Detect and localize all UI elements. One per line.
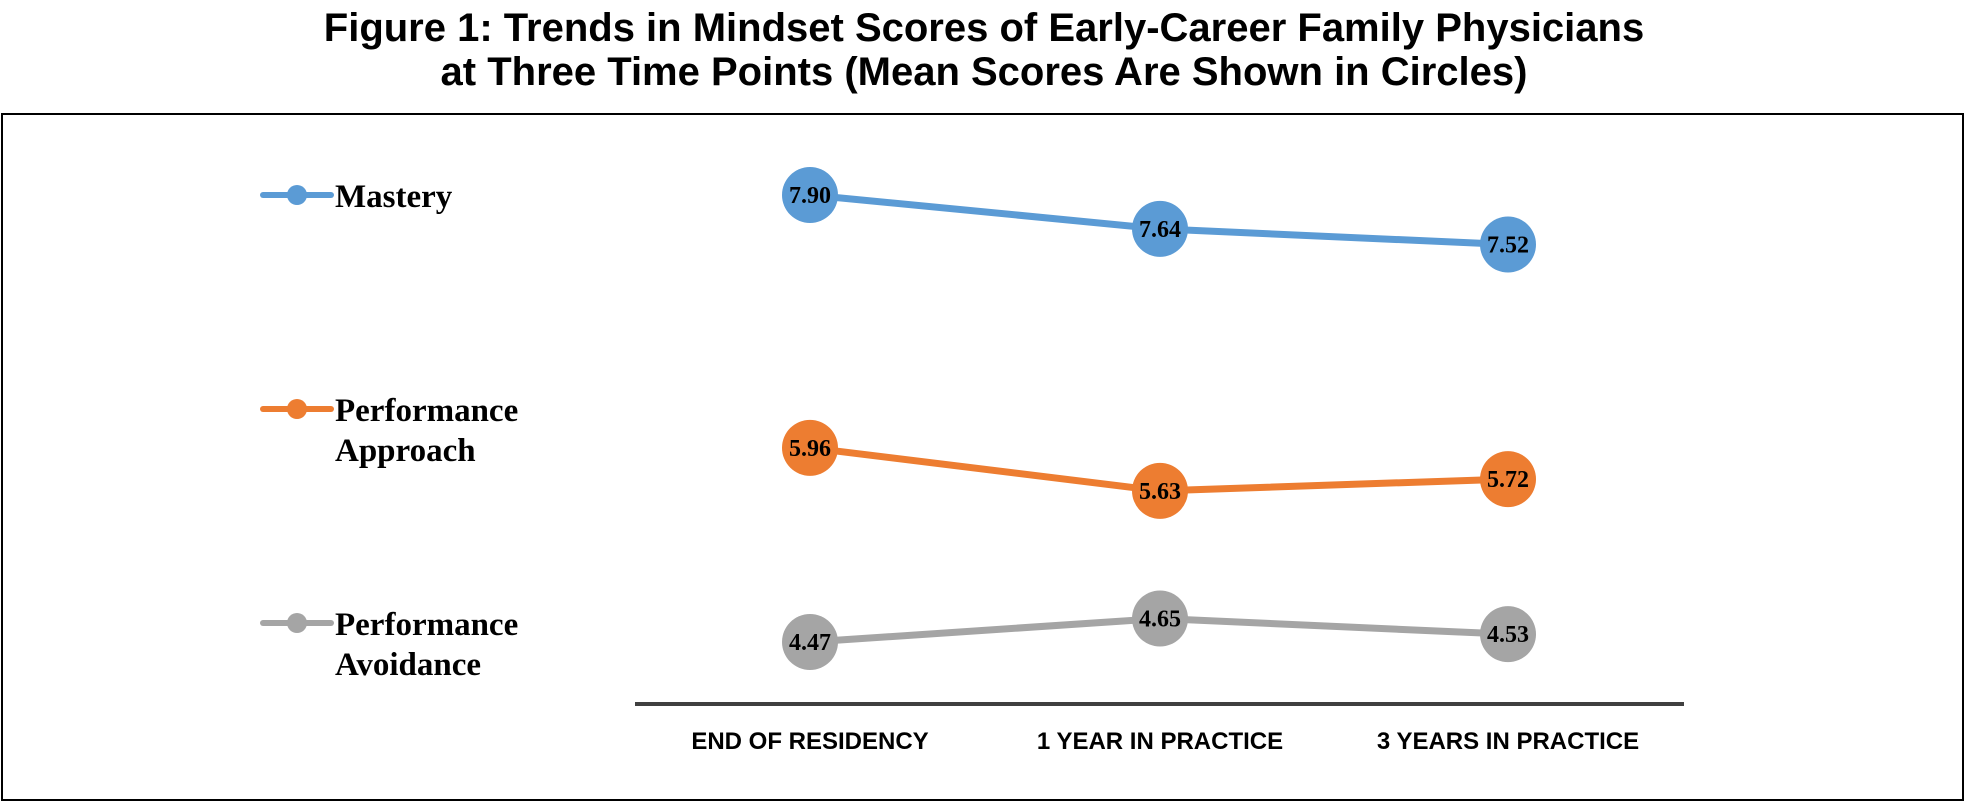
data-label-performance-approach-1: 5.96 [789, 436, 831, 462]
legend-marker-performance-avoidance [287, 613, 307, 633]
data-point-performance-avoidance-2 [1132, 590, 1188, 647]
chart-title: Figure 1: Trends in Mindset Scores of Ea… [0, 6, 1968, 94]
x-tick-label-3-years-in-practice: 3 YEARS IN PRACTICE [1377, 728, 1639, 755]
data-label-mastery-3: 7.52 [1487, 233, 1529, 259]
data-label-mastery-1: 7.90 [789, 183, 831, 209]
data-point-mastery-2 [1132, 200, 1188, 257]
x-tick-label-end-of-residency: END OF RESIDENCY [691, 728, 928, 755]
data-point-performance-approach-2 [1132, 462, 1188, 519]
data-point-performance-approach-1 [782, 419, 838, 476]
legend-label-performance-avoidance: Performance Avoidance [335, 607, 518, 683]
legend-label-mastery: Mastery [335, 179, 453, 215]
data-point-performance-avoidance-1 [782, 614, 838, 670]
legend-label-performance-approach: Performance Approach [335, 393, 518, 469]
data-point-performance-avoidance-3 [1480, 606, 1536, 663]
data-label-performance-avoidance-2: 4.65 [1139, 607, 1181, 633]
data-label-performance-approach-2: 5.63 [1139, 479, 1181, 505]
data-point-mastery-3 [1480, 216, 1536, 273]
data-point-performance-approach-3 [1480, 451, 1536, 508]
data-label-performance-avoidance-1: 4.47 [789, 630, 831, 656]
data-label-mastery-2: 7.64 [1139, 217, 1181, 243]
legend-marker-performance-approach [287, 399, 307, 419]
chart-title-line-1: Figure 1: Trends in Mindset Scores of Ea… [323, 6, 1645, 50]
data-label-performance-approach-3: 5.72 [1487, 467, 1529, 493]
legend-marker-mastery [287, 185, 307, 205]
data-label-performance-avoidance-3: 4.53 [1487, 622, 1529, 648]
chart-title-line-2: at Three Time Points (Mean Scores Are Sh… [440, 50, 1528, 94]
data-point-mastery-1 [782, 167, 838, 223]
chart-frame [1, 113, 1964, 801]
x-tick-label-1-year-in-practice: 1 YEAR IN PRACTICE [1037, 728, 1283, 755]
